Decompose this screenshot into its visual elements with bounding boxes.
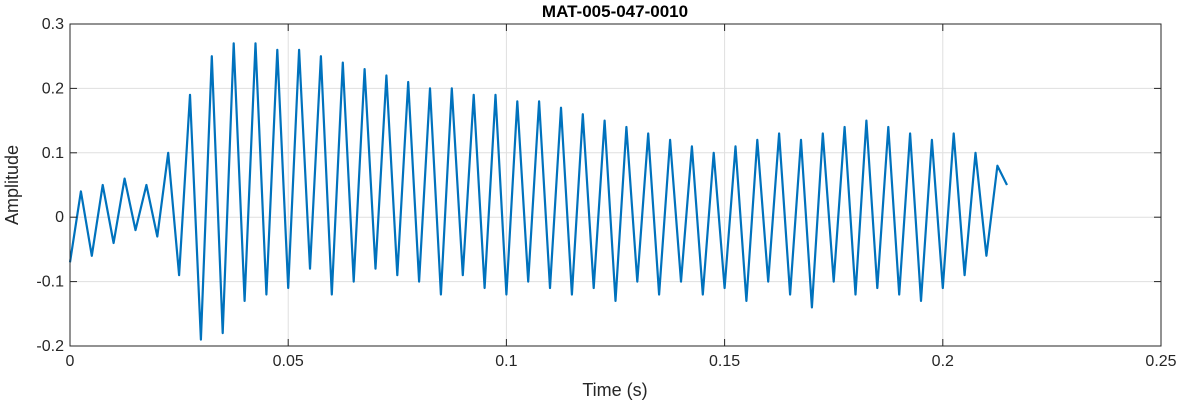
y-axis-ticks: -0.2 -0.1 0 0.1 0.2 0.3 <box>36 16 1161 355</box>
x-tick-label: 0.2 <box>932 353 954 370</box>
x-tick-label: 0.1 <box>495 353 517 370</box>
x-tick-label: 0 <box>66 353 75 370</box>
x-tick-label: 0.05 <box>273 353 304 370</box>
x-tick-label: 0.15 <box>709 353 740 370</box>
amplitude-series-line <box>68 42 1008 341</box>
plot-frame <box>69 23 1162 347</box>
y-tick-label: 0.1 <box>42 145 64 162</box>
y-tick-label: 0.3 <box>42 16 64 33</box>
y-tick-label: -0.2 <box>36 338 64 355</box>
x-tick-label: 0.25 <box>1145 353 1176 370</box>
series-group <box>68 42 1008 341</box>
y-axis-label: Amplitude <box>2 145 22 225</box>
x-axis-label: Time (s) <box>582 380 647 400</box>
y-tick-label: -0.1 <box>36 274 64 291</box>
y-tick-label: 0 <box>55 209 64 226</box>
x-axis-ticks: 0 0.05 0.1 0.15 0.2 0.25 <box>66 24 1177 370</box>
chart-title: MAT-005-047-0010 <box>542 2 688 21</box>
y-tick-label: 0.2 <box>42 80 64 97</box>
